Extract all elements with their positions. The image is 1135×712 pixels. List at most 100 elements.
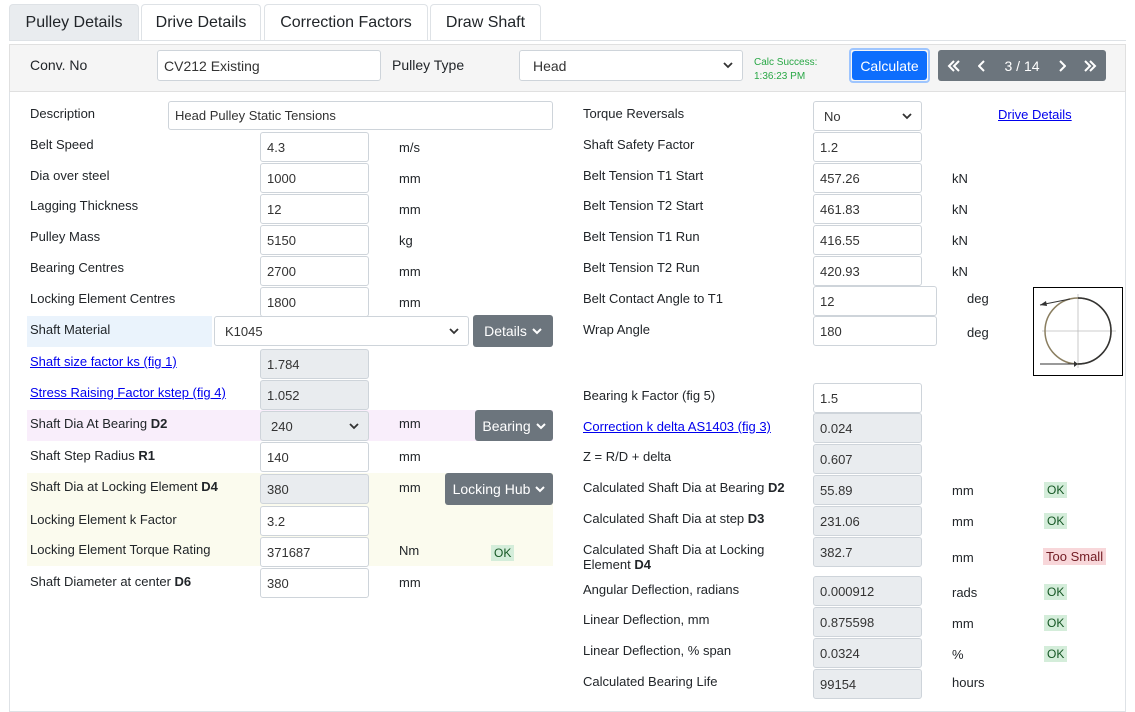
bearing-centres-unit: mm bbox=[399, 264, 421, 279]
calculate-label: Calculate bbox=[860, 57, 919, 74]
z-ratio-value bbox=[813, 444, 922, 474]
contact-angle-input[interactable] bbox=[813, 286, 937, 316]
locking-torque-input[interactable] bbox=[260, 537, 369, 567]
calc-dia-locking-value bbox=[813, 537, 922, 567]
shaft-safety-factor-input[interactable] bbox=[813, 132, 922, 162]
tab-divider bbox=[9, 40, 1126, 41]
chevron-down-icon bbox=[349, 423, 359, 430]
pulley-type-value: Head bbox=[533, 57, 567, 74]
tab-label: Pulley Details bbox=[25, 14, 123, 31]
pulley-wrap-icon bbox=[1039, 294, 1116, 368]
shaft-step-radius-unit: mm bbox=[399, 449, 421, 464]
t2-start-input[interactable] bbox=[813, 194, 922, 224]
double-chevron-right-icon bbox=[1084, 59, 1097, 72]
wrap-angle-diagram bbox=[1033, 287, 1123, 376]
bearing-k-factor-input[interactable] bbox=[813, 383, 922, 413]
conv-no-input[interactable] bbox=[157, 50, 381, 81]
description-input[interactable] bbox=[168, 101, 553, 130]
drive-details-link[interactable]: Drive Details bbox=[998, 107, 1072, 122]
calc-dia-bearing-unit: mm bbox=[952, 483, 974, 498]
shaft-dia-locking-value bbox=[260, 474, 369, 504]
locking-k-factor-input[interactable] bbox=[260, 506, 369, 536]
linear-deflection-pct-unit: % bbox=[952, 647, 964, 662]
calc-dia-bearing-value bbox=[813, 475, 922, 505]
bearing-centres-input[interactable] bbox=[260, 256, 369, 286]
last-record-button[interactable] bbox=[1074, 50, 1106, 81]
locking-hub-button[interactable]: Locking Hub bbox=[445, 473, 553, 505]
first-record-button[interactable] bbox=[938, 50, 970, 81]
t2-start-unit: kN bbox=[952, 202, 968, 217]
details-button[interactable]: Details bbox=[473, 315, 553, 347]
pulley-mass-label: Pulley Mass bbox=[30, 229, 101, 244]
calc-dia-locking-unit: mm bbox=[952, 550, 974, 565]
wrap-angle-label: Wrap Angle bbox=[583, 322, 650, 337]
shaft-dia-locking-label: Shaft Dia at Locking Element D4 bbox=[30, 479, 218, 494]
linear-deflection-mm-status-badge: OK bbox=[1044, 615, 1068, 631]
shaft-dia-center-input[interactable] bbox=[260, 568, 369, 598]
chevron-down-icon bbox=[449, 328, 459, 335]
calc-dia-locking-label: Calculated Shaft Dia at Locking Element … bbox=[583, 542, 765, 572]
shaft-material-band bbox=[27, 316, 212, 347]
t1-start-input[interactable] bbox=[813, 163, 922, 193]
stress-raising-factor-value bbox=[260, 380, 369, 410]
shaft-step-radius-label: Shaft Step Radius R1 bbox=[30, 448, 156, 463]
calculate-button[interactable]: Calculate bbox=[852, 51, 927, 80]
pulley-type-label: Pulley Type bbox=[392, 57, 465, 73]
shaft-size-factor-value bbox=[260, 349, 369, 379]
t2-start-label: Belt Tension T2 Start bbox=[583, 198, 704, 213]
correction-k-delta-value bbox=[813, 413, 922, 443]
dia-over-steel-input[interactable] bbox=[260, 163, 369, 193]
bearing-button[interactable]: Bearing bbox=[475, 410, 553, 441]
pulley-mass-unit: kg bbox=[399, 233, 413, 248]
t2-run-input[interactable] bbox=[813, 256, 922, 286]
belt-speed-input[interactable] bbox=[260, 132, 369, 162]
bearing-button-label: Bearing bbox=[482, 417, 531, 434]
calc-dia-step-status-badge: OK bbox=[1044, 513, 1068, 529]
calc-dia-locking-status-badge: Too Small bbox=[1043, 548, 1107, 565]
locking-torque-unit: Nm bbox=[399, 543, 420, 558]
shaft-dia-bearing-value: 240 bbox=[271, 418, 293, 434]
lagging-thickness-input[interactable] bbox=[260, 194, 369, 224]
tab-draw-shaft[interactable]: Draw Shaft bbox=[430, 4, 541, 41]
torque-reversals-select[interactable]: No bbox=[813, 101, 922, 131]
shaft-material-value: K1045 bbox=[225, 323, 263, 339]
calc-dia-step-label: Calculated Shaft Dia at step D3 bbox=[583, 511, 765, 526]
wrap-angle-unit: deg bbox=[967, 325, 989, 340]
locking-k-factor-label: Locking Element k Factor bbox=[30, 512, 177, 527]
description-label: Description bbox=[30, 106, 96, 121]
shaft-dia-bearing-select[interactable]: 240 bbox=[260, 411, 369, 441]
shaft-dia-bearing-label: Shaft Dia At Bearing D2 bbox=[30, 416, 168, 431]
t2-run-label: Belt Tension T2 Run bbox=[583, 260, 700, 275]
stress-raising-factor-link[interactable]: Stress Raising Factor kstep (fig 4) bbox=[30, 385, 226, 400]
tab-label: Drive Details bbox=[155, 14, 247, 31]
chevron-left-icon bbox=[978, 59, 985, 72]
shaft-size-factor-link[interactable]: Shaft size factor ks (fig 1) bbox=[30, 354, 177, 369]
tab-pulley-details[interactable]: Pulley Details bbox=[9, 4, 139, 41]
shaft-material-select[interactable]: K1045 bbox=[214, 316, 469, 346]
chevron-down-icon bbox=[535, 486, 546, 493]
locking-torque-label: Locking Element Torque Rating bbox=[30, 542, 211, 557]
tab-correction-factors[interactable]: Correction Factors bbox=[264, 4, 428, 41]
dia-over-steel-unit: mm bbox=[399, 171, 421, 186]
conv-no-label: Conv. No bbox=[30, 57, 88, 73]
calculate-focus-ring bbox=[849, 48, 930, 83]
pulley-type-select[interactable]: Head bbox=[519, 50, 743, 81]
prev-record-button[interactable] bbox=[970, 50, 994, 81]
correction-k-delta-link[interactable]: Correction k delta AS1403 (fig 3) bbox=[583, 419, 771, 434]
pulley-mass-input[interactable] bbox=[260, 225, 369, 255]
wrap-angle-input[interactable] bbox=[813, 316, 937, 346]
tab-drive-details[interactable]: Drive Details bbox=[141, 4, 261, 41]
calc-dia-bearing-label: Calculated Shaft Dia at Bearing D2 bbox=[583, 480, 785, 495]
locking-hub-button-label: Locking Hub bbox=[452, 481, 531, 497]
shaft-dia-locking-unit: mm bbox=[399, 480, 421, 495]
angular-deflection-unit: rads bbox=[952, 585, 978, 600]
calc-status-time: 1:36:23 PM bbox=[754, 71, 806, 82]
linear-deflection-pct-value bbox=[813, 638, 922, 668]
linear-deflection-mm-label: Linear Deflection, mm bbox=[583, 612, 710, 627]
record-navigator: 3 / 14 bbox=[938, 50, 1106, 81]
next-record-button[interactable] bbox=[1050, 50, 1074, 81]
t1-run-input[interactable] bbox=[813, 225, 922, 255]
shaft-dia-bearing-unit: mm bbox=[399, 416, 421, 431]
shaft-step-radius-input[interactable] bbox=[260, 442, 369, 472]
locking-element-centres-input[interactable] bbox=[260, 287, 369, 317]
